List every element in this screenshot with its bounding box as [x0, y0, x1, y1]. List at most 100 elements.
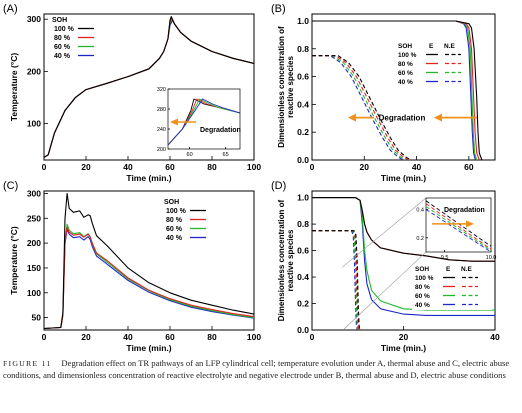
x-axis-label: Time (min.)	[381, 173, 426, 183]
legend-label: 40 %	[54, 53, 71, 60]
inset-arrow-head	[170, 118, 178, 126]
y-axis-label: reactive species	[286, 229, 295, 291]
inset-annotation: Degradation	[444, 207, 485, 214]
chart-inset-3: 9.5 10.0 0.2 0.4 Degradation	[416, 197, 497, 261]
x-tick-label: 20	[81, 332, 91, 342]
y-axis-label: Dimensionless concentration of	[277, 199, 286, 321]
series-ne-line-40	[312, 55, 404, 160]
y-tick-label: 300	[27, 188, 41, 198]
legend-label: 100 %	[415, 275, 434, 282]
x-tick-label: 0	[310, 332, 315, 342]
series-line-100	[44, 192, 254, 330]
orange-arrow-left-head	[348, 113, 356, 122]
legend-title: SOH	[398, 43, 412, 50]
series-ne-line-60	[312, 55, 407, 160]
y-tick-label: 200	[157, 147, 166, 153]
legend-col-ne: N.E	[461, 266, 473, 273]
x-tick-label: 20	[360, 162, 370, 172]
y-tick-label: 320	[157, 87, 166, 93]
x-tick-label: 10.0	[486, 255, 497, 261]
y-tick-label: 0.2	[297, 299, 309, 309]
series-e-line-100	[312, 197, 495, 262]
inset-line-60	[426, 206, 491, 251]
panel-label: (B)	[271, 3, 286, 15]
y-tick-label: 200	[27, 66, 41, 76]
plot-frame	[311, 13, 496, 161]
y-tick-label: 280	[157, 107, 166, 113]
legend-label: 80 %	[166, 217, 183, 224]
y-tick-label: 0.4	[297, 99, 309, 109]
zoom-guide	[341, 197, 427, 268]
annotation-degradation: Degradation	[379, 114, 426, 123]
y-tick-label: 0.0	[297, 155, 309, 165]
inset-line-80	[426, 203, 491, 250]
y-tick-label: 1.0	[297, 16, 309, 26]
y-axis-label: Temperature (°C)	[9, 226, 19, 295]
y-tick-label: 100	[27, 119, 41, 129]
x-tick-label: 65	[223, 152, 229, 158]
y-tick-label: 100	[27, 288, 41, 298]
x-tick-label: 60	[187, 152, 193, 158]
legend-label: 40 %	[166, 235, 183, 242]
y-tick-label: 50	[32, 313, 42, 323]
series-ne-line-80	[312, 55, 409, 160]
orange-arrow-right-head	[434, 113, 442, 122]
y-tick-label: 0.8	[297, 44, 309, 54]
inset-line-40	[168, 98, 240, 146]
series-group	[44, 192, 254, 330]
y-axis-label: Dimensionless concentration of	[277, 26, 286, 148]
legend-title: SOH	[52, 17, 67, 24]
x-axis-label: Time (min.)	[126, 343, 171, 353]
y-tick-label: 150	[27, 263, 41, 273]
legend-label: 100 %	[54, 26, 75, 33]
x-tick-label: 60	[165, 162, 175, 172]
y-tick-label: 0.2	[416, 236, 424, 242]
x-tick-label: 40	[490, 332, 500, 342]
x-tick-label: 60	[464, 162, 474, 172]
legend-col-ne: N.E	[444, 43, 456, 50]
chart-3: 0 20 40 0.0 0.2 0.4 0.6 0.8 1.0 (D) Time (min.) Dim…	[271, 180, 500, 353]
y-axis-label: Temperature (°C)	[9, 53, 19, 122]
y-tick-label: 0.8	[297, 219, 309, 229]
legend-col-e: E	[429, 43, 434, 50]
chart-0: 0 20 40 60 80 100 100 200 300 (A) Time (min.) Tempe…	[3, 3, 261, 183]
legend-label: 80 %	[415, 284, 430, 291]
y-tick-label: 0.2	[297, 127, 309, 137]
x-tick-label: 20	[399, 332, 409, 342]
x-tick-label: 9.5	[441, 255, 449, 261]
legend-label: 60 %	[415, 293, 430, 300]
x-axis-label: Time (min.)	[381, 343, 426, 353]
series-group	[44, 16, 254, 158]
series-ne-line-100	[312, 230, 361, 330]
zoom-guide	[343, 251, 427, 330]
inset-annotation: Degradation	[200, 127, 241, 134]
y-tick-label: 200	[27, 238, 41, 248]
inset-series-group	[168, 98, 240, 146]
caption-text: Degradation effect on TR pathways of an …	[3, 358, 510, 380]
x-axis-label: Time (min.)	[126, 173, 171, 183]
series-ne-line-100	[312, 55, 412, 160]
x-tick-label: 100	[247, 162, 261, 172]
y-axis-label: reactive species	[286, 56, 295, 118]
legend-label: 100 %	[166, 208, 187, 215]
legend-label: 60 %	[398, 70, 413, 77]
legend-label: 40 %	[415, 302, 430, 309]
series-group	[312, 197, 495, 330]
y-tick-label: 1.0	[297, 193, 309, 203]
legend-label: 60 %	[166, 226, 183, 233]
legend-label: 40 %	[398, 79, 413, 86]
x-tick-label: 20	[81, 162, 91, 172]
inset-arrow-head	[466, 220, 474, 228]
legend-col-e: E	[446, 266, 451, 273]
series-line-100	[44, 16, 254, 158]
y-tick-label: 0.6	[297, 246, 309, 256]
series-e-line-100	[312, 20, 483, 160]
y-tick-label: 0.4	[297, 272, 309, 282]
legend-label: 100 %	[398, 52, 417, 59]
figure-caption: FIGURE 11 Degradation effect on TR pathwa…	[3, 358, 519, 381]
legend-label: 80 %	[398, 61, 413, 68]
legend-label: 60 %	[54, 44, 71, 51]
x-tick-label: 80	[207, 332, 217, 342]
chart-1: 0 20 40 60 0.0 0.2 0.4 0.6 0.8 1.0 (B) Time (min.) D…	[271, 3, 496, 183]
